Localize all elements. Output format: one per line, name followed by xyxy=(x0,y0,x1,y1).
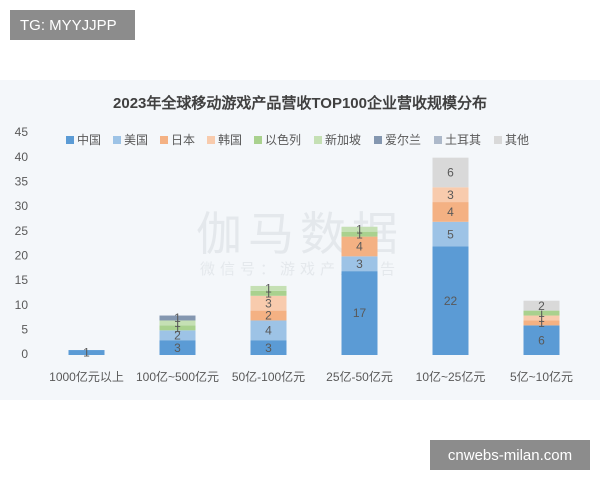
y-tick-label: 20 xyxy=(15,249,29,263)
bar-segment xyxy=(341,271,378,355)
x-tick-label: 25亿-50亿元 xyxy=(326,369,393,384)
data-label: 3 xyxy=(447,188,454,202)
data-label: 4 xyxy=(356,240,363,254)
bar-segment xyxy=(159,325,196,331)
data-label: 5 xyxy=(447,227,454,241)
data-label: 17 xyxy=(353,306,367,320)
legend-label: 中国 xyxy=(77,132,101,147)
data-label: 3 xyxy=(174,341,181,355)
bar-segment xyxy=(341,256,378,272)
chart-title: 2023年全球移动游戏产品营收TOP100企业营收规模分布 xyxy=(113,94,487,112)
data-label: 2 xyxy=(538,299,545,313)
data-label: 1 xyxy=(356,222,363,236)
data-label: 3 xyxy=(356,257,363,271)
bar-segment xyxy=(432,221,469,247)
legend-label: 土耳其 xyxy=(445,133,481,147)
badge-top: TG: MYYJJPP xyxy=(20,17,117,34)
bar-segment xyxy=(250,295,287,311)
legend-swatch xyxy=(113,136,121,144)
data-label: 1 xyxy=(356,227,363,241)
y-tick-label: 0 xyxy=(21,347,28,361)
bar-segment xyxy=(159,340,196,355)
y-tick-label: 40 xyxy=(15,150,29,164)
badge-box xyxy=(430,440,590,470)
data-label: 1 xyxy=(538,306,545,320)
data-label: 6 xyxy=(538,333,545,347)
bar-segment xyxy=(341,226,378,232)
y-tick-label: 5 xyxy=(21,323,28,337)
data-label: 2 xyxy=(265,309,272,323)
y-tick-label: 15 xyxy=(15,273,29,287)
data-label: 1 xyxy=(174,316,181,330)
bar-segment xyxy=(432,202,469,222)
bar-segment xyxy=(159,330,196,341)
data-label: 1 xyxy=(538,316,545,330)
badge-bottom: cnwebs-milan.com xyxy=(448,447,572,464)
bar-segment xyxy=(523,310,560,316)
legend-swatch xyxy=(494,136,502,144)
data-label: 3 xyxy=(265,341,272,355)
legend-label: 新加坡 xyxy=(325,132,361,147)
data-label: 4 xyxy=(265,324,272,338)
legend-label: 以色列 xyxy=(265,133,301,147)
data-label: 1 xyxy=(265,282,272,296)
y-tick-label: 25 xyxy=(15,224,29,238)
data-label: 3 xyxy=(265,296,272,310)
data-label: 1 xyxy=(174,311,181,325)
x-tick-label: 10亿~25亿元 xyxy=(416,369,486,384)
bar-segment xyxy=(341,231,378,237)
x-tick-label: 5亿~10亿元 xyxy=(510,369,573,384)
data-label: 1 xyxy=(538,311,545,325)
y-tick-label: 35 xyxy=(15,175,29,189)
legend-swatch xyxy=(207,136,215,144)
bar-segment xyxy=(523,325,560,355)
legend-label: 日本 xyxy=(171,133,195,147)
bar-segment xyxy=(250,285,287,291)
data-label: 22 xyxy=(444,294,458,308)
bar-segment xyxy=(68,350,105,355)
bar-segment xyxy=(523,300,560,311)
bar-segment xyxy=(523,315,560,321)
bar-segment xyxy=(159,315,196,321)
legend-label: 韩国 xyxy=(218,132,242,147)
legend-swatch xyxy=(374,136,382,144)
data-label: 1 xyxy=(83,346,90,360)
y-tick-label: 10 xyxy=(15,298,29,312)
badge-box xyxy=(10,10,135,40)
data-label: 1 xyxy=(265,287,272,301)
data-label: 6 xyxy=(447,166,454,180)
bar-segment xyxy=(432,246,469,355)
legend-label: 其他 xyxy=(505,133,529,147)
bar-segment xyxy=(250,320,287,341)
legend-label: 美国 xyxy=(124,133,148,147)
chart-background xyxy=(0,80,600,400)
legend-swatch xyxy=(314,136,322,144)
legend-swatch xyxy=(160,136,168,144)
bar-segment xyxy=(250,310,287,321)
bar-segment xyxy=(523,320,560,326)
y-tick-label: 45 xyxy=(15,125,29,139)
bar-segment xyxy=(250,290,287,296)
bar-segment xyxy=(432,187,469,203)
y-tick-label: 30 xyxy=(15,199,29,213)
data-label: 1 xyxy=(174,321,181,335)
x-tick-label: 50亿-100亿元 xyxy=(232,369,305,384)
bar-segment xyxy=(250,340,287,355)
bar-segment xyxy=(341,236,378,257)
legend-label: 爱尔兰 xyxy=(385,132,421,147)
data-label: 4 xyxy=(447,205,454,219)
legend-swatch xyxy=(66,136,74,144)
x-tick-label: 1000亿元以上 xyxy=(49,369,124,384)
x-tick-label: 100亿~500亿元 xyxy=(136,369,219,384)
bar-segment xyxy=(432,157,469,188)
data-label: 2 xyxy=(174,328,181,342)
legend-swatch xyxy=(434,136,442,144)
bar-segment xyxy=(159,320,196,326)
legend-swatch xyxy=(254,136,262,144)
